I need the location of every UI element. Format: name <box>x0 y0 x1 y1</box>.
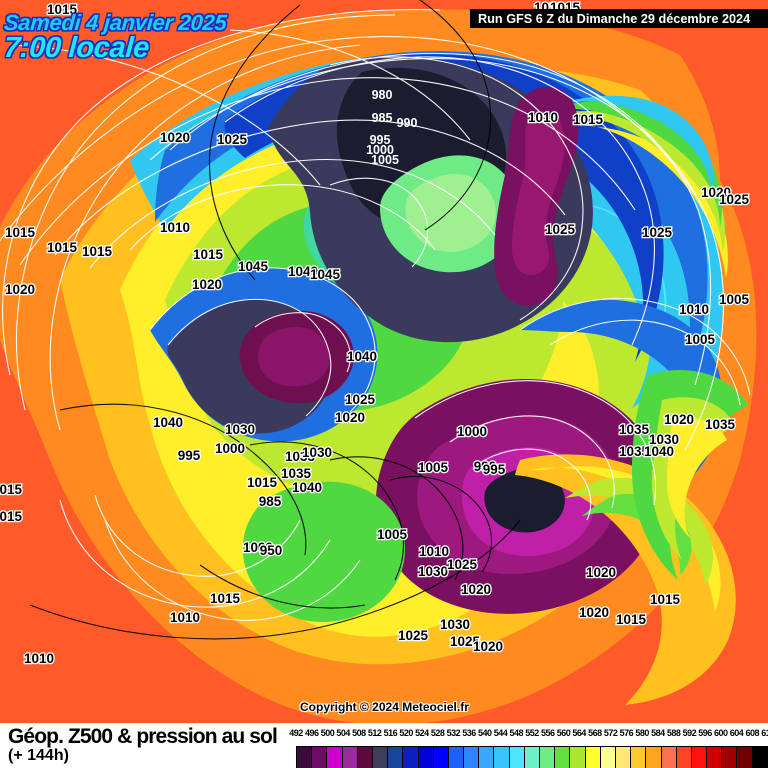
svg-text:980: 980 <box>372 88 393 102</box>
svg-text:1015: 1015 <box>0 509 23 524</box>
svg-text:950: 950 <box>260 543 283 558</box>
svg-text:1035: 1035 <box>705 417 736 432</box>
svg-text:1015: 1015 <box>210 591 241 606</box>
svg-text:990: 990 <box>397 116 418 130</box>
svg-text:1000: 1000 <box>457 424 487 439</box>
svg-text:1015: 1015 <box>247 475 278 490</box>
svg-text:1015: 1015 <box>0 482 23 497</box>
svg-text:985: 985 <box>372 111 393 125</box>
svg-text:1045: 1045 <box>310 267 341 282</box>
svg-text:1010: 1010 <box>160 220 190 235</box>
svg-text:1015: 1015 <box>573 112 604 127</box>
svg-text:1015: 1015 <box>47 240 78 255</box>
svg-text:1020: 1020 <box>461 582 491 597</box>
svg-text:1010: 1010 <box>528 110 558 125</box>
svg-text:1000: 1000 <box>215 441 245 456</box>
svg-text:1035: 1035 <box>281 466 312 481</box>
svg-text:1005: 1005 <box>371 153 399 167</box>
svg-text:1020: 1020 <box>664 412 694 427</box>
svg-text:1015: 1015 <box>650 592 681 607</box>
svg-text:1030: 1030 <box>225 422 255 437</box>
svg-text:1010: 1010 <box>24 651 54 666</box>
svg-text:1025: 1025 <box>447 557 478 572</box>
svg-text:1020: 1020 <box>335 410 365 425</box>
svg-text:985: 985 <box>259 494 282 509</box>
svg-text:1020: 1020 <box>579 605 609 620</box>
svg-text:1010: 1010 <box>170 610 200 625</box>
svg-text:1005: 1005 <box>418 460 449 475</box>
svg-text:1020: 1020 <box>586 565 616 580</box>
svg-text:1030: 1030 <box>440 617 470 632</box>
svg-text:1025: 1025 <box>719 192 750 207</box>
svg-text:1020: 1020 <box>160 130 190 145</box>
svg-text:1020: 1020 <box>473 639 503 654</box>
svg-text:1005: 1005 <box>377 527 408 542</box>
svg-text:1030: 1030 <box>418 564 448 579</box>
svg-text:995: 995 <box>178 448 201 463</box>
svg-text:995: 995 <box>483 462 506 477</box>
svg-text:1040: 1040 <box>347 349 377 364</box>
svg-text:1025: 1025 <box>398 628 429 643</box>
svg-text:1025: 1025 <box>217 132 248 147</box>
svg-text:1010: 1010 <box>419 544 449 559</box>
svg-text:1040: 1040 <box>292 480 322 495</box>
svg-text:1035: 1035 <box>619 422 650 437</box>
svg-text:1040: 1040 <box>153 415 183 430</box>
svg-text:1005: 1005 <box>685 332 716 347</box>
svg-text:1020: 1020 <box>192 277 222 292</box>
svg-text:1025: 1025 <box>345 392 376 407</box>
svg-text:1015: 1015 <box>5 225 36 240</box>
svg-text:1030: 1030 <box>302 445 332 460</box>
svg-text:1005: 1005 <box>719 292 750 307</box>
svg-text:1020: 1020 <box>5 282 35 297</box>
svg-text:1015: 1015 <box>82 244 113 259</box>
svg-text:1025: 1025 <box>642 225 673 240</box>
svg-text:1025: 1025 <box>545 222 576 237</box>
svg-text:1010: 1010 <box>679 302 709 317</box>
svg-text:1015: 1015 <box>616 612 647 627</box>
svg-text:1015: 1015 <box>193 247 224 262</box>
svg-text:1045: 1045 <box>238 259 269 274</box>
svg-text:1040: 1040 <box>644 444 674 459</box>
